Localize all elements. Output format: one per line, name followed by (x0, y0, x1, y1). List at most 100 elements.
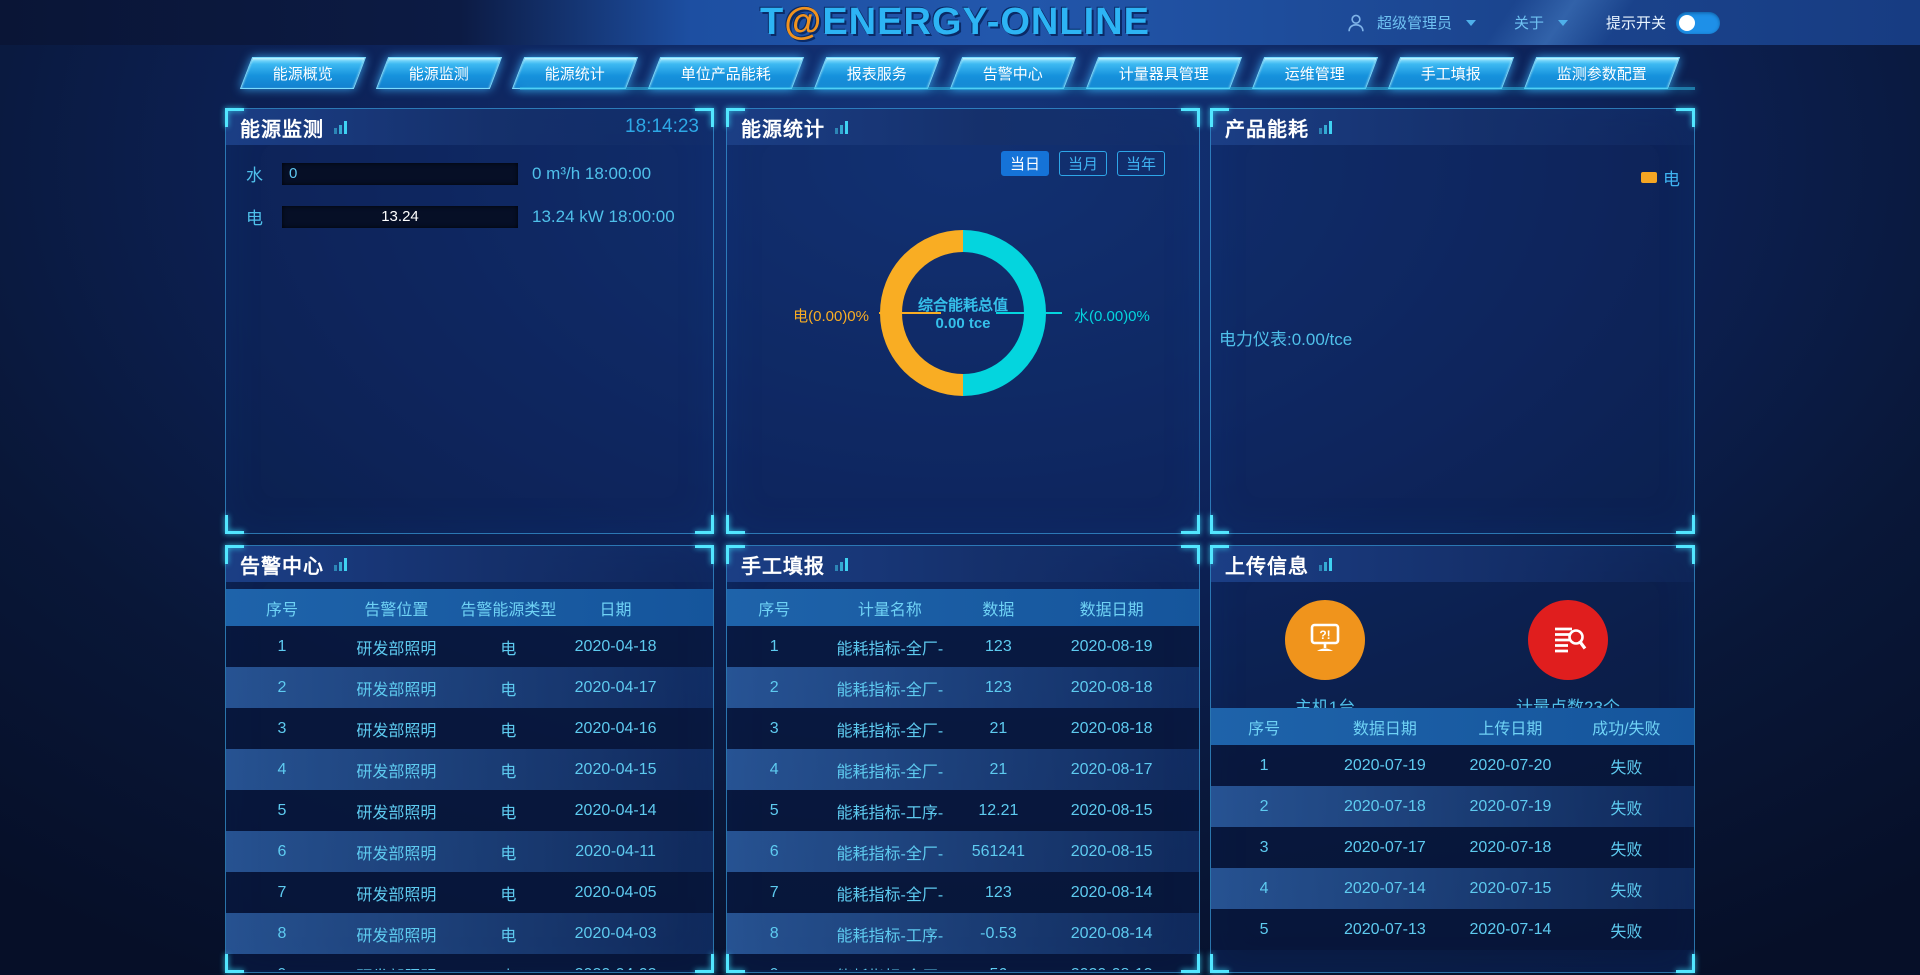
table-cell: 2020-04-15 (574, 760, 657, 778)
panel-energy-monitor: 能源监测 18:14:23 水 0 0 m³/h 18:00:00 电 13.2… (225, 108, 714, 534)
table-row: 6 能耗指标-全厂- 561241 2020-08-15 (727, 831, 1199, 872)
table-row: 5 2020-07-13 2020-07-14 失败 (1211, 909, 1694, 950)
column-header: 上传日期 (1478, 720, 1543, 738)
table-cell: 2020-04-16 (574, 719, 657, 737)
corner-bracket (695, 545, 714, 564)
corner-bracket (225, 108, 244, 127)
table-cell: 2020-08-14 (1070, 883, 1153, 901)
nav-tab-report-service[interactable]: 报表服务 (813, 57, 941, 89)
table-cell: 2020-04-03 (574, 924, 657, 942)
panel-title: 告警中心 (240, 555, 324, 578)
user-dropdown[interactable]: 超级管理员 (1376, 15, 1452, 32)
tab-this-year[interactable]: 当年 (1116, 151, 1165, 176)
table-cell: 2020-07-20 (1469, 756, 1552, 774)
about-dropdown[interactable]: 关于 (1513, 15, 1544, 32)
nav-tab-label: 能源统计 (544, 65, 605, 83)
table-cell: 2020-08-15 (1070, 842, 1153, 860)
table-cell: 2 (277, 678, 287, 696)
panel-clock: 18:14:23 (625, 116, 699, 137)
table-row: 4 研发部照明 电 2020-04-15 (226, 749, 713, 790)
corner-bracket (1181, 545, 1200, 564)
tab-this-month[interactable]: 当月 (1058, 151, 1107, 176)
main-nav: 能源概览 能源监测 能源统计 单位产品能耗 报表服务 告警中心 计量器具管理 运… (0, 57, 1920, 89)
nav-tab-alarm-center[interactable]: 告警中心 (949, 57, 1077, 89)
chevron-down-icon[interactable] (1465, 19, 1476, 26)
corner-bracket (726, 515, 745, 534)
corner-bracket (225, 545, 244, 564)
panel-alarm-center: 告警中心 序号 告警位置 告警能源类型 日期 1 研发部照明电 2020-04-18 2 研发… (225, 545, 714, 973)
tab-today[interactable]: 当日 (1000, 151, 1049, 176)
panel-header: 告警中心 (226, 546, 713, 582)
table-cell: 1 (769, 637, 779, 655)
panel-title: 能源监测 (240, 118, 324, 141)
corner-bracket (1676, 954, 1695, 973)
manual-table-header: 序号 计量名称 数据 数据日期 (727, 589, 1199, 626)
table-cell: 失败 (1610, 882, 1643, 900)
table-cell: 2020-08-15 (1070, 801, 1153, 819)
upload-table-body: 1 2020-07-19 2020-07-20 失败 2 2020-07-18 2020-0… (1211, 745, 1694, 970)
nav-tab-energy-monitor[interactable]: 能源监测 (375, 57, 503, 89)
table-cell: 2020-07-18 (1469, 838, 1552, 856)
table-cell: 2020-08-18 (1070, 719, 1153, 737)
table-cell: 123 (985, 637, 1012, 655)
app-logo: T@ENERGY-ONLINE (760, 1, 1150, 44)
table-cell: 失败 (1610, 841, 1643, 859)
table-cell: 能耗指标-全厂- (836, 681, 944, 699)
donut-center-label: 综合能耗总值 0.00 tce (863, 213, 1063, 413)
table-cell: 21 (989, 719, 1008, 737)
logo-text: T (760, 1, 785, 43)
top-bar: T@ENERGY-ONLINE 超级管理员 关于 提示开关 (0, 0, 1920, 45)
column-header: 序号 (758, 601, 791, 619)
table-cell: 123 (985, 678, 1012, 696)
nav-tab-unit-product-energy[interactable]: 单位产品能耗 (647, 57, 805, 89)
table-cell: -0.53 (980, 924, 1017, 942)
table-cell: 2020-04-18 (574, 637, 657, 655)
column-header: 数据日期 (1079, 601, 1144, 619)
panel-manual-entry: 手工填报 序号 计量名称 数据 数据日期 1 能耗指标-全厂- 123 2020-08-19… (726, 545, 1200, 973)
table-cell: 研发部照明 (356, 681, 437, 699)
period-tabs: 当日 当月 当年 (1000, 151, 1165, 176)
column-header: 序号 (265, 601, 298, 619)
table-cell: 研发部照明 (338, 963, 455, 971)
electric-bar-value: 13.24 (381, 207, 419, 225)
nav-tab-label: 计量器具管理 (1119, 65, 1210, 83)
table-row: 4 能耗指标-全厂- 21 2020-08-17 (727, 749, 1199, 790)
nav-tab-manual-entry[interactable]: 手工填报 (1387, 57, 1515, 89)
table-cell: 能耗指标-全厂- (836, 640, 944, 658)
meter-search-icon (1528, 600, 1608, 680)
table-cell: 2020-04-17 (574, 678, 657, 696)
corner-bracket (1210, 515, 1229, 534)
table-cell: 研发部照明 (356, 804, 437, 822)
nav-tab-label: 能源概览 (272, 65, 333, 83)
meter-label: 电 (246, 209, 263, 228)
chevron-down-icon[interactable] (1557, 19, 1568, 26)
table-cell: 能耗指标-工序- (836, 804, 944, 822)
table-cell: 2020-07-13 (1343, 920, 1426, 938)
nav-tab-energy-stats[interactable]: 能源统计 (511, 57, 639, 89)
nav-tab-ops-management[interactable]: 运维管理 (1251, 57, 1379, 89)
panel-product-energy: 产品能耗 电 电力仪表:0.00/tce (1210, 108, 1695, 534)
table-cell: 能耗指标-全厂- (836, 763, 944, 781)
table-cell: 2020-07-17 (1343, 838, 1426, 856)
table-cell: 9 (727, 966, 821, 971)
table-cell: 2020-08-13 (1039, 966, 1185, 971)
alarm-table-header: 序号 告警位置 告警能源类型 日期 (226, 589, 713, 626)
panel-energy-stats: 能源统计 当日 当月 当年 综合能耗总值 0.00 tce 电(0.00)0% … (726, 108, 1200, 534)
nav-tab-energy-overview[interactable]: 能源概览 (239, 57, 367, 89)
logo-text: ENERGY-ONLINE (822, 1, 1150, 43)
manual-table-body: 1 能耗指标-全厂- 123 2020-08-19 2 能耗指标-全厂- 123 2020-0… (727, 626, 1199, 970)
table-row: 1 研发部照明 电 2020-04-18 (226, 626, 713, 667)
tip-toggle-switch[interactable] (1676, 11, 1720, 34)
nav-tab-meter-management[interactable]: 计量器具管理 (1085, 57, 1243, 89)
corner-bracket (1210, 108, 1229, 127)
user-area: 超级管理员 关于 提示开关 (1345, 0, 1720, 45)
table-row: 9研发部照明电2020-04-02 (226, 954, 713, 970)
toggle-knob (1679, 14, 1695, 31)
nav-tab-monitor-params[interactable]: 监测参数配置 (1523, 57, 1681, 89)
corner-bracket (1676, 515, 1695, 534)
table-cell: 研发部照明 (356, 763, 437, 781)
table-cell: 电 (455, 963, 562, 971)
column-header: 告警能源类型 (460, 601, 557, 619)
table-cell: 能耗指标-全厂- (836, 886, 944, 904)
corner-bracket (1181, 515, 1200, 534)
